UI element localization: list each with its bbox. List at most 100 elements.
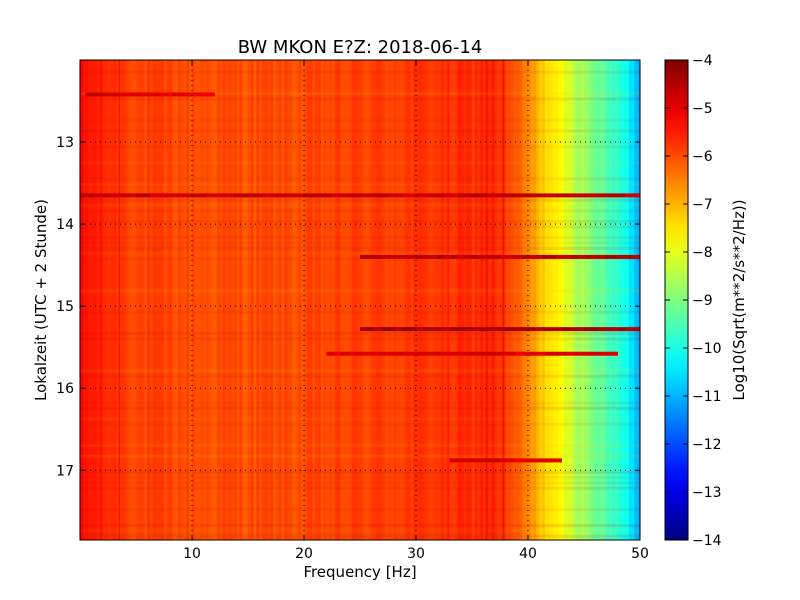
event-band-segment	[515, 351, 524, 356]
heatmap-column	[312, 60, 316, 540]
heatmap-column	[133, 60, 137, 540]
event-band-segment	[552, 351, 560, 356]
event-band-segment	[204, 92, 209, 97]
heatmap-column	[404, 60, 409, 540]
event-band-segment	[333, 351, 342, 356]
heatmap-column	[491, 60, 495, 540]
heatmap-column	[259, 60, 263, 540]
event-band-segment	[332, 193, 347, 198]
heatmap-column	[206, 60, 210, 540]
heatmap-column	[337, 60, 341, 540]
heatmap-column	[186, 60, 190, 540]
heatmap-column	[248, 60, 252, 540]
heatmap-column	[620, 60, 624, 540]
event-band-segment	[577, 254, 585, 259]
event-band-segment	[563, 254, 571, 259]
event-band-segment	[421, 351, 429, 356]
x-tick-label: 40	[519, 546, 537, 562]
event-band-segment	[519, 458, 523, 463]
heatmap-column	[346, 60, 350, 540]
heatmap-column	[340, 60, 344, 540]
event-band-segment	[143, 92, 148, 97]
y-tick-label: 16	[56, 381, 74, 397]
heatmap-column	[197, 60, 201, 540]
plot-frame	[79, 59, 641, 541]
heatmap-column	[147, 60, 151, 540]
heatmap-column	[519, 60, 523, 540]
heatmap-column	[418, 60, 423, 540]
event-band-segment	[451, 254, 459, 259]
heatmap-column	[332, 60, 336, 540]
event-band-segment	[537, 351, 546, 356]
event-band-segment	[195, 92, 199, 97]
event-band-segment	[480, 458, 484, 463]
event-band-segment	[220, 193, 235, 198]
y-tick-label: 17	[56, 463, 74, 479]
heatmap-column	[368, 60, 372, 540]
event-band-segment	[428, 351, 436, 356]
heatmap-column	[110, 60, 115, 540]
event-band-segment	[402, 254, 410, 259]
event-band-segment	[573, 351, 582, 356]
event-band-segment	[413, 351, 422, 356]
heatmap-column	[533, 60, 537, 540]
heatmap-column	[497, 60, 501, 540]
texture-row	[80, 524, 640, 528]
heatmap-column	[472, 60, 476, 540]
event-band-segment	[501, 351, 509, 356]
event-band-segment	[178, 92, 183, 97]
heatmap-column	[329, 60, 333, 540]
heatmap-column	[360, 60, 364, 540]
event-band-segment	[486, 327, 494, 332]
heatmap-column	[539, 60, 543, 540]
heatmap-column	[231, 60, 235, 540]
heatmap-column	[600, 60, 605, 540]
event-band-segment	[201, 92, 206, 97]
event-band-segment	[633, 254, 640, 259]
event-band-segment	[442, 351, 451, 356]
heatmap-column	[119, 60, 123, 540]
event-band-segment	[525, 458, 529, 463]
texture-row	[80, 337, 640, 341]
heatmap-column	[402, 60, 406, 540]
texture-row	[80, 529, 640, 533]
heatmap-column	[614, 60, 619, 540]
heatmap-column	[416, 60, 420, 540]
event-band-segment	[505, 458, 509, 463]
event-band-segment	[549, 254, 557, 259]
heatmap-column	[385, 60, 389, 540]
heatmap-column	[124, 60, 129, 540]
event-band-segment	[206, 193, 221, 198]
texture-row	[80, 145, 640, 149]
event-band-segment	[101, 92, 106, 97]
event-band-segment	[94, 193, 109, 198]
texture-row	[80, 481, 640, 485]
texture-row	[80, 97, 640, 101]
heatmap-column	[144, 60, 148, 540]
texture-row	[80, 476, 640, 480]
heatmap-column	[357, 60, 361, 540]
event-band-segment	[166, 92, 170, 97]
heatmap-column	[88, 60, 92, 540]
texture-row	[80, 310, 640, 314]
event-band-segment	[577, 327, 585, 332]
heatmap-column	[432, 60, 437, 540]
event-band-segment	[633, 327, 640, 332]
event-band-segment	[374, 254, 382, 259]
event-band-segment	[479, 327, 487, 332]
event-band-segment	[450, 351, 458, 356]
heatmap-column	[102, 60, 106, 540]
event-band-segment	[457, 351, 466, 356]
heatmap-column	[586, 60, 591, 540]
colorbar-tick-label: −8	[692, 245, 713, 261]
heatmap-column	[113, 60, 117, 540]
event-band-segment	[104, 92, 109, 97]
heatmap-column	[225, 60, 229, 540]
texture-row	[80, 209, 640, 213]
heatmap-column	[108, 60, 112, 540]
event-band-segment	[522, 351, 531, 356]
event-band-segment	[172, 92, 177, 97]
heatmap-column	[516, 60, 521, 540]
texture-row	[80, 422, 640, 426]
